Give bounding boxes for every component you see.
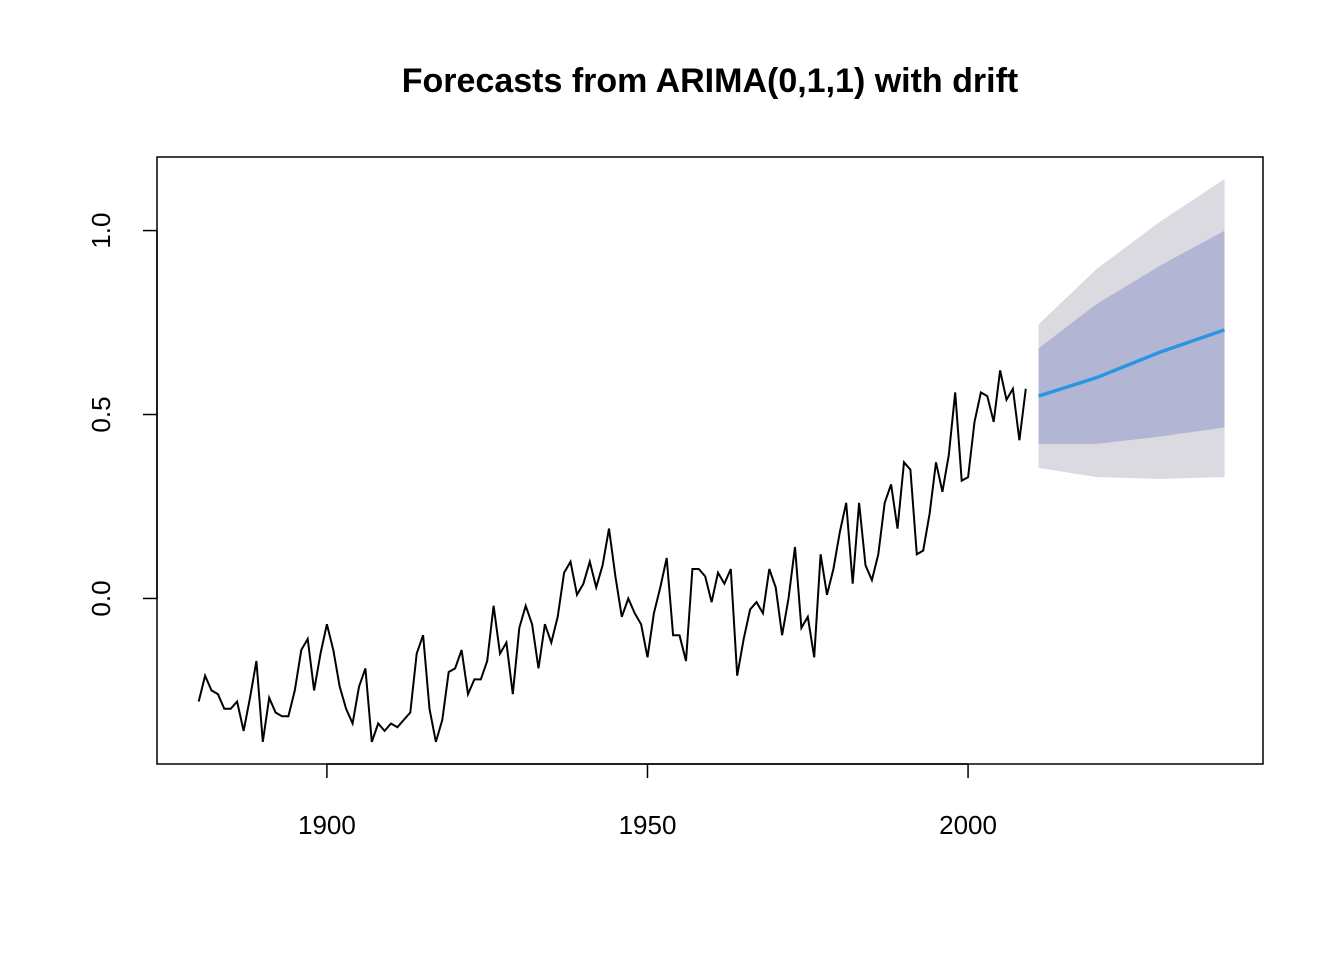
interval-80-band xyxy=(1038,230,1225,444)
chart-title: Forecasts from ARIMA(0,1,1) with drift xyxy=(402,62,1018,100)
y-tick-label: 0.5 xyxy=(86,396,116,432)
y-tick-label: 0.0 xyxy=(86,580,116,616)
observed-series xyxy=(197,370,1027,743)
x-tick-label: 1900 xyxy=(298,810,356,840)
y-tick-label: 1.0 xyxy=(86,213,116,249)
x-tick-label: 2000 xyxy=(939,810,997,840)
x-tick-label: 1950 xyxy=(619,810,677,840)
prediction-intervals xyxy=(1038,179,1225,479)
y-axis: 0.0 0.5 1.0 xyxy=(86,213,158,617)
observed-line xyxy=(197,370,1027,743)
forecast-series xyxy=(1038,328,1226,398)
x-axis: 1900 1950 2000 xyxy=(298,763,997,840)
forecast-mean-line xyxy=(1038,328,1226,398)
